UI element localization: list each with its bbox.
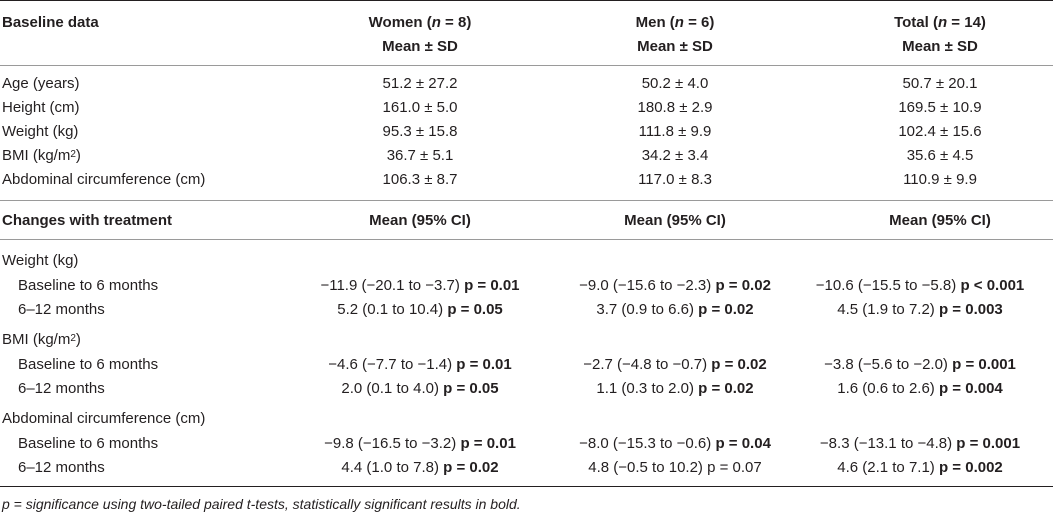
row-label: 6–12 months — [18, 301, 105, 318]
row-label: BMI (kg/m2) — [2, 147, 81, 164]
row-label: Baseline to 6 months — [18, 277, 159, 294]
value-total: 169.5 ± 10.9 — [898, 99, 982, 116]
section-rule — [0, 200, 1053, 201]
header-women: Women (n = 8) — [368, 14, 472, 31]
header-baseline-data: Baseline data — [2, 14, 99, 31]
row-label: Baseline to 6 months — [18, 435, 159, 452]
row-label: 6–12 months — [18, 459, 105, 476]
row-label: Height (cm) — [2, 99, 80, 116]
group-label-weight: Weight (kg) — [2, 252, 79, 269]
row-label: 6–12 months — [18, 380, 105, 397]
row-label: Abdominal circumference (cm) — [2, 171, 206, 188]
value-men: 4.8 (−0.5 to 10.2) p = 0.07 — [588, 459, 762, 476]
value-men: 50.2 ± 4.0 — [641, 75, 709, 92]
value-men: 1.1 (0.3 to 2.0) p = 0.02 — [596, 380, 754, 397]
value-total: 102.4 ± 15.6 — [898, 123, 982, 140]
value-total: 110.9 ± 9.9 — [903, 171, 977, 188]
value-women: 36.7 ± 5.1 — [386, 147, 454, 164]
header-changes: Changes with treatment — [2, 212, 173, 229]
changes-rule — [0, 239, 1053, 240]
value-men: 3.7 (0.9 to 6.6) p = 0.02 — [596, 301, 754, 318]
value-total: 50.7 ± 20.1 — [902, 75, 978, 92]
value-total: −3.8 (−5.6 to −2.0) p = 0.001 — [824, 356, 1016, 373]
row-label: Baseline to 6 months — [18, 356, 159, 373]
top-rule — [0, 0, 1053, 1]
subhead-men: Mean ± SD — [637, 38, 713, 55]
value-men: 180.8 ± 2.9 — [637, 99, 713, 116]
subhead-women: Mean ± SD — [382, 38, 458, 55]
value-women: 106.3 ± 8.7 — [382, 171, 458, 188]
value-men: 117.0 ± 8.3 — [638, 171, 712, 188]
changes-header-men: Mean (95% CI) — [624, 212, 726, 229]
row-label: Weight (kg) — [2, 123, 79, 140]
value-women: 161.0 ± 5.0 — [382, 99, 458, 116]
value-men: 111.8 ± 9.9 — [638, 123, 712, 140]
value-total: −8.3 (−13.1 to −4.8) p = 0.001 — [819, 435, 1021, 452]
value-women: 95.3 ± 15.8 — [382, 123, 458, 140]
value-women: 51.2 ± 27.2 — [382, 75, 458, 92]
group-label-bmi: BMI (kg/m2) — [2, 331, 81, 348]
subhead-total: Mean ± SD — [902, 38, 978, 55]
value-women: −11.9 (−20.1 to −3.7) p = 0.01 — [320, 277, 520, 294]
group-label-abdominal: Abdominal circumference (cm) — [2, 410, 206, 427]
value-men: −2.7 (−4.8 to −0.7) p = 0.02 — [583, 356, 767, 373]
changes-header-total: Mean (95% CI) — [889, 212, 991, 229]
value-women: −4.6 (−7.7 to −1.4) p = 0.01 — [328, 356, 512, 373]
footnote: p = significance using two-tailed paired… — [2, 496, 521, 512]
bottom-rule — [0, 486, 1053, 487]
value-women: 5.2 (0.1 to 10.4) p = 0.05 — [337, 301, 503, 318]
value-women: 4.4 (1.0 to 7.8) p = 0.02 — [341, 459, 499, 476]
value-men: −8.0 (−15.3 to −0.6) p = 0.04 — [579, 435, 771, 452]
value-total: −10.6 (−15.5 to −5.8) p < 0.001 — [815, 277, 1025, 294]
value-total: 1.6 (0.6 to 2.6) p = 0.004 — [837, 380, 1003, 397]
value-men: −9.0 (−15.6 to −2.3) p = 0.02 — [579, 277, 771, 294]
changes-header-women: Mean (95% CI) — [369, 212, 471, 229]
header-total: Total (n = 14) — [894, 14, 986, 31]
value-total: 35.6 ± 4.5 — [906, 147, 974, 164]
value-men: 34.2 ± 3.4 — [641, 147, 709, 164]
value-total: 4.6 (2.1 to 7.1) p = 0.002 — [837, 459, 1003, 476]
row-label: Age (years) — [2, 75, 80, 92]
value-total: 4.5 (1.9 to 7.2) p = 0.003 — [837, 301, 1003, 318]
header-men: Men (n = 6) — [635, 14, 715, 31]
value-women: −9.8 (−16.5 to −3.2) p = 0.01 — [324, 435, 516, 452]
value-women: 2.0 (0.1 to 4.0) p = 0.05 — [341, 380, 499, 397]
header-rule — [0, 65, 1053, 66]
